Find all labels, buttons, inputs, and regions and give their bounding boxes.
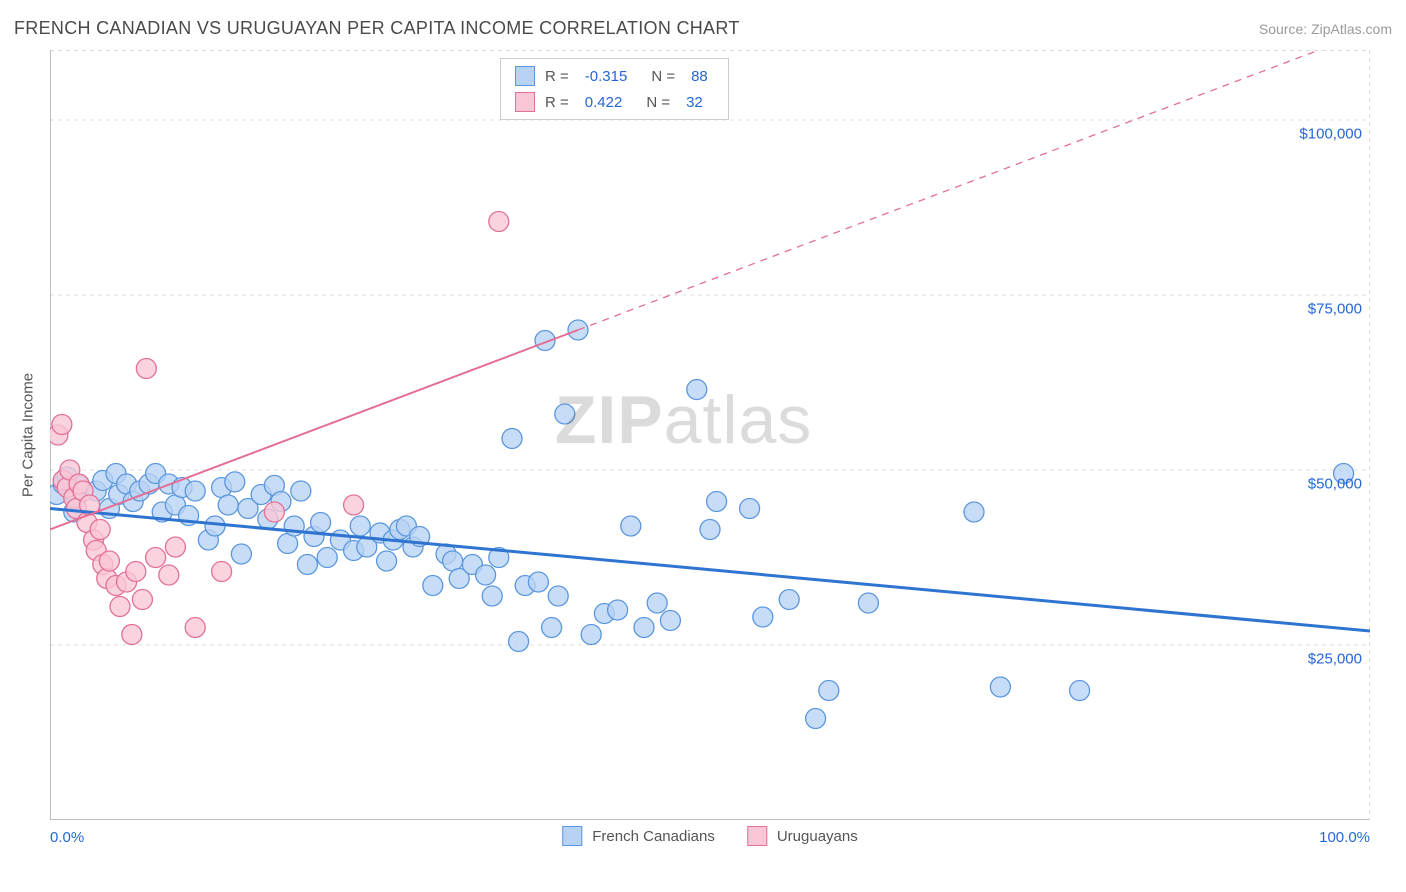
y-axis-label: Per Capita Income [20,373,37,497]
r-label: R = [545,68,569,85]
y-tick-label: $50,000 [1308,476,1362,493]
n-value: 88 [691,68,708,85]
source-attribution: Source: ZipAtlas.com [1259,21,1392,37]
chart-title: FRENCH CANADIAN VS URUGUAYAN PER CAPITA … [14,18,740,39]
legend-swatch [515,92,535,112]
n-value: 32 [686,94,703,111]
y-tick-label: $75,000 [1308,301,1362,318]
correlation-legend-row: R = -0.315 N = 88 [501,63,728,89]
y-tick-label: $25,000 [1308,651,1362,668]
series-legend: French Canadians Uruguayans [562,826,857,846]
r-value: -0.315 [585,68,628,85]
y-tick-label: $100,000 [1299,126,1362,143]
plot-area: Per Capita Income 0.0% 100.0% ZIPatlas R… [50,50,1370,820]
series-legend-label: French Canadians [592,828,715,845]
x-axis-min-label: 0.0% [50,829,84,846]
n-label: N = [646,94,670,111]
chart-header: FRENCH CANADIAN VS URUGUAYAN PER CAPITA … [14,18,1392,39]
series-legend-item: French Canadians [562,826,715,846]
series-legend-item: Uruguayans [747,826,858,846]
legend-swatch [562,826,582,846]
scatter-chart-svg [50,50,1370,820]
r-value: 0.422 [585,94,623,111]
series-legend-label: Uruguayans [777,828,858,845]
correlation-legend: R = -0.315 N = 88 R = 0.422 N = 32 [500,58,729,120]
legend-swatch [515,66,535,86]
n-label: N = [651,68,675,85]
legend-swatch [747,826,767,846]
correlation-legend-row: R = 0.422 N = 32 [501,89,728,115]
x-axis-max-label: 100.0% [1319,829,1370,846]
r-label: R = [545,94,569,111]
